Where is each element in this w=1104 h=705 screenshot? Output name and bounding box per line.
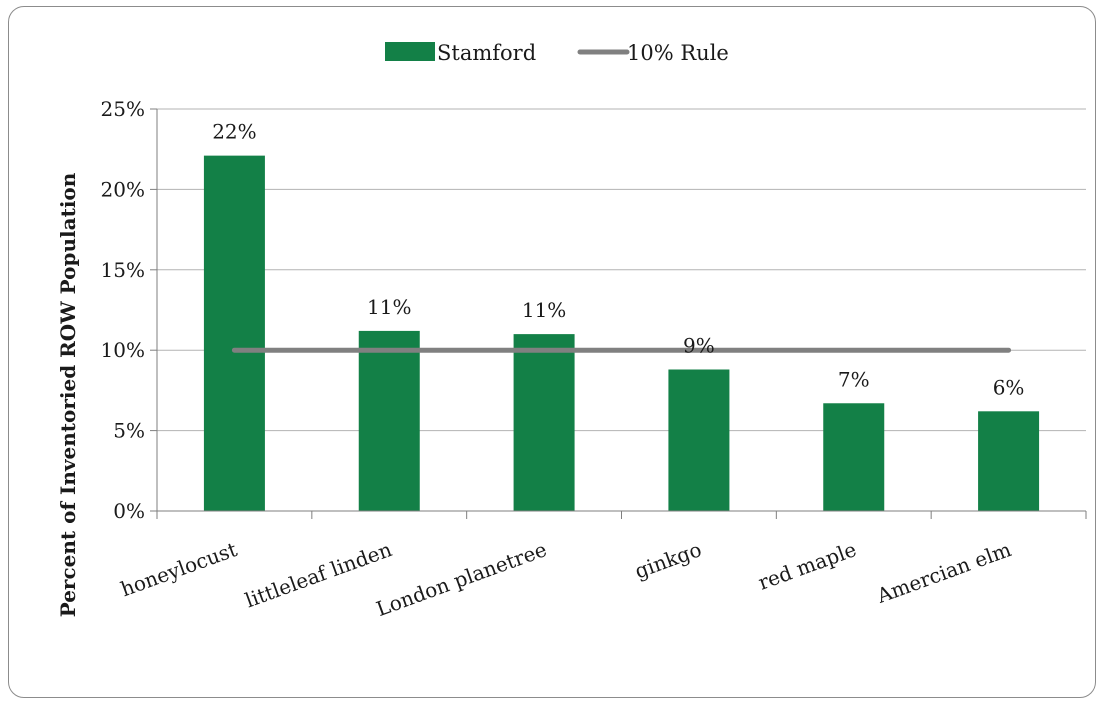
y-tick-label: 25% [101,97,145,121]
bars [203,155,1040,511]
data-label: 9% [683,333,715,357]
category-label: Amercian elm [873,537,1014,608]
axes: 0% 5% 10% 15% 20% 25% [101,97,1087,523]
category-label: red maple [755,537,860,595]
category-label: littleleaf linden [242,537,395,612]
y-axis-title: Percent of Inventoried ROW Population [56,172,80,617]
category-label: ginkgo [632,537,705,583]
data-label: 6% [993,375,1025,399]
category-label: London planetree [373,537,550,621]
legend-swatch-stamford [385,42,435,61]
data-label: 22% [212,120,256,144]
y-tick-label: 20% [101,177,145,201]
data-label: 11% [522,298,566,322]
bar-london-planetree [513,334,575,511]
y-tick-label: 5% [113,419,145,443]
legend-label-stamford: Stamford [437,41,536,65]
bar-littleleaf-linden [358,330,420,511]
gridlines [157,108,1086,432]
y-tick-label: 15% [101,258,145,282]
bar-honeylocust [203,155,265,511]
bar-red-maple [823,403,885,511]
y-tick-label: 10% [101,338,145,362]
category-label: honeylocust [117,537,240,601]
y-tick-label: 0% [113,499,145,523]
data-label: 7% [838,367,870,391]
legend-label-10-rule: 10% Rule [627,41,729,65]
data-label: 11% [367,295,411,319]
bar-ginkgo [668,369,730,511]
bar-amercian-elm [978,411,1040,511]
legend: Stamford 10% Rule [385,41,729,65]
